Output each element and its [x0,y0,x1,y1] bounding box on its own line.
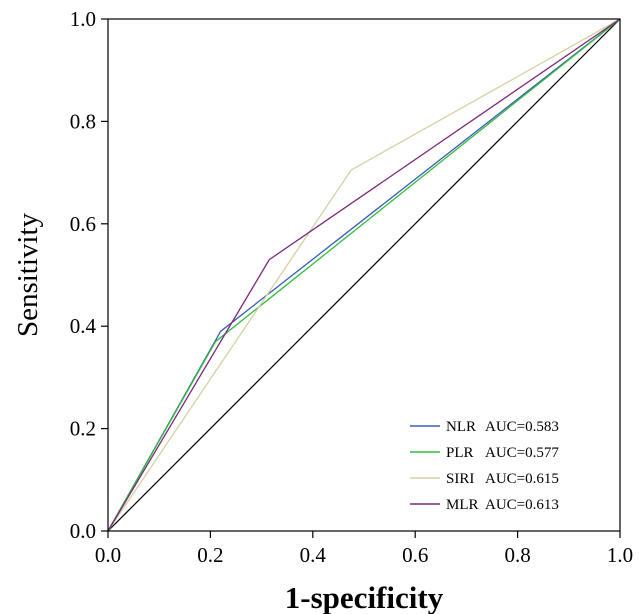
x-tick-label: 0.0 [95,543,121,567]
legend-auc-siri: AUC=0.615 [485,471,559,487]
y-tick-label: 1.0 [70,7,96,31]
x-tick-label: 0.8 [504,543,530,567]
x-tick-label: 0.4 [300,543,327,567]
plot-frame [107,18,621,532]
y-axis-title: Sensitivity [12,212,44,337]
legend-auc-plr: AUC=0.577 [485,445,559,461]
y-tick-label: 0.8 [70,109,96,133]
series-lines [107,18,621,532]
series-line-plr [107,18,621,532]
y-tick-label: 0.4 [70,314,97,338]
y-tick-label: 0.6 [70,212,96,236]
y-tick-label: 0.2 [70,417,96,441]
legend-label-plr: PLR [446,445,474,461]
x-tick-label: 0.2 [197,543,223,567]
series-line-mlr [107,18,621,532]
x-tick-label: 1.0 [607,543,633,567]
legend-label-siri: SIRI [446,471,474,487]
legend-label-mlr: MLR [446,497,479,513]
legend-auc-mlr: AUC=0.613 [485,497,559,513]
series-line-siri [107,18,621,532]
x-tick-label: 0.6 [402,543,428,567]
reference-diagonal-line [107,18,621,532]
legend-auc-nlr: AUC=0.583 [485,419,559,435]
legend: NLR AUC=0.583 PLR AUC=0.577 SIRI AUC=0.615 MLR… [410,419,559,513]
plot-area [107,18,621,532]
legend-label-nlr: NLR [446,419,476,435]
x-axis-title: 1-specificity [285,580,444,614]
y-tick-label: 0.0 [70,519,96,543]
axes: 0.0 0.2 0.4 0.6 0.8 1.0 0.0 0.2 0.4 0.6 0.8 1.0 1-sp… [12,7,633,614]
